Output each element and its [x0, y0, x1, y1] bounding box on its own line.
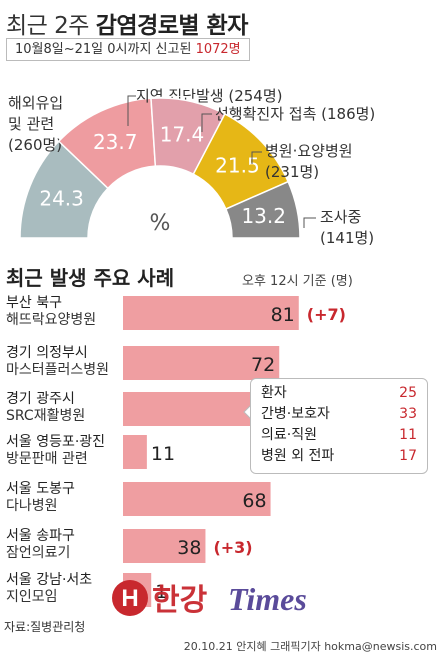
svg-text:한강: 한강 — [152, 583, 208, 618]
case-label: 경기 광주시 SRC재활병원 — [6, 391, 85, 425]
breakdown-value: 11 — [399, 427, 417, 443]
donut-leader-line — [251, 151, 262, 164]
bar-value-label: 1 — [155, 581, 167, 603]
credit-note: 20.10.21 안지혜 그래픽기자 hokma@newsis.com — [183, 640, 437, 653]
donut-unit: % — [150, 211, 171, 236]
breakdown-row: 의료·직원 11 — [261, 425, 417, 446]
case-region: 서울 도봉구 — [6, 481, 75, 497]
bar-value-label: 11 — [151, 443, 175, 465]
case-region: 서울 강남·서초 — [6, 572, 93, 588]
donut-label: 해외유입 및 관련 (260명) — [8, 94, 63, 154]
case-region: 경기 광주시 — [6, 391, 75, 407]
src-breakdown-box: 환자 25 간병·보호자 33 의료·직원 11 병원 외 전파 17 — [250, 378, 428, 474]
donut-value: 23.7 — [93, 130, 138, 154]
page-title: 최근 2주 감염경로별 환자 — [6, 6, 248, 40]
section-title: 최근 발생 주요 사례 — [6, 266, 175, 290]
donut-value: 24.3 — [39, 187, 84, 211]
title-light: 최근 2주 — [6, 13, 89, 39]
breakdown-value: 25 — [399, 385, 417, 401]
case-place: 지인모임 — [6, 589, 58, 605]
case-place: SRC재활병원 — [6, 408, 86, 424]
bar — [123, 529, 206, 563]
case-place: 다나병원 — [6, 498, 58, 514]
donut-value: 13.2 — [241, 204, 286, 228]
breakdown-label: 환자 — [261, 385, 287, 401]
donut-leader-line — [201, 113, 212, 132]
breakdown-row: 환자 25 — [261, 383, 417, 404]
case-label: 경기 의정부시 마스터플러스병원 — [6, 345, 109, 379]
case-region: 서울 영등포·광진 — [6, 434, 106, 450]
breakdown-label: 의료·직원 — [261, 427, 317, 443]
bar — [123, 482, 271, 516]
source-note: 자료:질병관리청 — [4, 620, 86, 634]
case-label: 서울 도봉구 다나병원 — [6, 481, 75, 515]
case-region: 부산 북구 — [6, 295, 62, 311]
breakdown-row: 간병·보호자 33 — [261, 404, 417, 425]
case-place: 마스터플러스병원 — [6, 362, 110, 378]
bar — [123, 346, 280, 380]
donut-label: 병원·요양병원 (231명) — [265, 142, 353, 181]
donut-label: 선행확진자 접촉 (186명) — [215, 105, 375, 123]
period-prefix: 10월8일~21일 0시까지 신고된 — [15, 42, 192, 57]
case-label: 서울 강남·서초 지인모임 — [6, 572, 92, 606]
period-box: 10월8일~21일 0시까지 신고된 1072명 — [6, 38, 250, 61]
section-note: 오후 12시 기준 (명) — [242, 274, 353, 289]
breakdown-value: 33 — [399, 406, 417, 422]
case-place: 잠언의료기 — [6, 545, 71, 561]
period-count: 1072명 — [195, 42, 241, 57]
svg-text:Times: Times — [228, 581, 307, 617]
case-place: 방문판매 관련 — [6, 451, 88, 467]
svg-text:H: H — [121, 585, 138, 612]
donut-label: 조사중 (141명) — [320, 208, 374, 247]
donut-leader-line — [127, 95, 136, 126]
bar-value-label: 72 — [251, 354, 275, 376]
case-place: 해뜨락요양병원 — [6, 312, 97, 328]
bar-change-label: (+3) — [213, 538, 252, 557]
case-label: 서울 영등포·광진 방문판매 관련 — [6, 434, 105, 468]
watermark-h-circle — [112, 580, 148, 616]
case-label: 부산 북구 해뜨락요양병원 — [6, 295, 96, 329]
breakdown-value: 17 — [399, 448, 417, 464]
title-bold: 감염경로별 환자 — [95, 13, 249, 39]
donut-value: 17.4 — [160, 122, 205, 146]
donut-slice — [224, 180, 301, 239]
donut-leader-line — [303, 217, 316, 228]
case-label: 서울 송파구 잠언의료기 — [6, 528, 75, 562]
donut-value: 21.5 — [215, 154, 260, 178]
case-region: 경기 의정부시 — [6, 345, 88, 361]
bar-change-label: (+7) — [307, 305, 346, 324]
bar-value-label: 68 — [242, 490, 266, 512]
watermark-logo: H 한강 Times — [112, 580, 307, 618]
breakdown-row: 병원 외 전파 17 — [261, 446, 417, 467]
bar-value-label: 38 — [177, 537, 201, 559]
bar — [123, 435, 147, 469]
bar — [123, 296, 299, 330]
breakdown-label: 간병·보호자 — [261, 406, 330, 422]
case-region: 서울 송파구 — [6, 528, 75, 544]
bar-value-label: 81 — [271, 304, 295, 326]
breakdown-label: 병원 외 전파 — [261, 448, 335, 464]
